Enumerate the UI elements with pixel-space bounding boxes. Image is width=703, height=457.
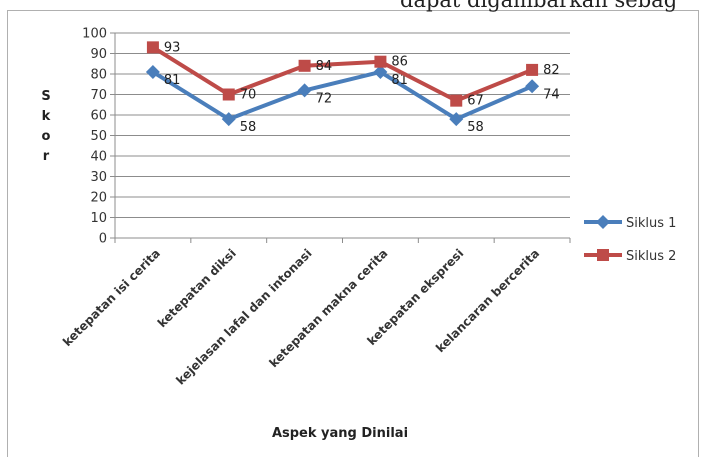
x-axis-title: Aspek yang Dinilai <box>272 426 408 441</box>
legend-item: Siklus 2 <box>584 249 676 264</box>
data-point <box>373 64 388 79</box>
y-tick-label: 70 <box>90 88 107 103</box>
y-tick-label: 90 <box>90 47 107 62</box>
data-point <box>449 112 464 127</box>
series-siklus-2: 93 70 84 86 67 82 <box>146 40 560 109</box>
legend: Siklus 1 Siklus 2 <box>584 215 676 264</box>
data-point <box>298 59 311 72</box>
data-point <box>450 94 463 107</box>
y-tick-label: 80 <box>90 68 107 83</box>
data-point <box>525 79 540 94</box>
legend-item: Siklus 1 <box>584 215 676 231</box>
series-line <box>151 69 533 122</box>
page-header-text: dapat digambarkan sebag <box>400 0 678 12</box>
y-tick-label: 50 <box>90 129 107 144</box>
data-point <box>222 88 235 101</box>
y-tick-label: 100 <box>82 27 107 42</box>
data-label: 74 <box>543 87 560 102</box>
data-point <box>297 83 312 98</box>
data-label: 70 <box>240 88 257 103</box>
series-line <box>151 45 533 103</box>
y-tick-label: 40 <box>90 150 107 165</box>
chart-frame <box>7 10 699 457</box>
data-label: 58 <box>467 120 484 135</box>
data-label: 67 <box>467 94 484 109</box>
data-point <box>374 55 387 68</box>
y-axis-title-letter: S <box>41 89 50 104</box>
series-group: 81 58 72 81 58 74 93 70 84 86 67 82 <box>145 40 560 135</box>
y-tick-label: 30 <box>90 170 107 185</box>
data-label: 58 <box>240 120 257 135</box>
y-tick-label: 20 <box>90 191 107 206</box>
y-axis-title-letter: r <box>43 149 50 164</box>
x-category-label: ketepatan diksi <box>155 246 239 330</box>
x-category-label: kejelasan lafal dan intonasi <box>173 246 314 387</box>
legend-label: Siklus 1 <box>626 216 676 231</box>
axes <box>114 33 571 243</box>
legend-marker <box>597 249 609 261</box>
gridlines <box>115 32 570 218</box>
series-siklus-1: 81 58 72 81 58 74 <box>145 64 560 135</box>
x-category-label: ketepatan isi cerita <box>60 246 163 349</box>
data-label: 84 <box>316 59 333 74</box>
data-point <box>146 41 159 54</box>
data-label: 86 <box>391 55 408 70</box>
legend-marker <box>596 215 610 229</box>
data-label: 82 <box>543 63 560 78</box>
y-tick-label: 10 <box>90 211 107 226</box>
y-tick-label: 0 <box>99 232 107 247</box>
legend-label: Siklus 2 <box>626 249 676 264</box>
y-axis-ticks: 0 10 20 30 40 50 60 70 80 90 100 <box>82 27 115 247</box>
data-point <box>526 63 539 76</box>
data-label: 81 <box>164 73 181 88</box>
y-axis-title-letter: k <box>42 109 51 124</box>
y-axis-title-letter: o <box>42 129 51 144</box>
y-tick-label: 60 <box>90 109 107 124</box>
data-label: 72 <box>316 91 333 106</box>
data-point <box>221 112 236 127</box>
data-label: 81 <box>391 73 408 88</box>
data-point <box>145 64 160 79</box>
data-label: 93 <box>164 40 181 55</box>
